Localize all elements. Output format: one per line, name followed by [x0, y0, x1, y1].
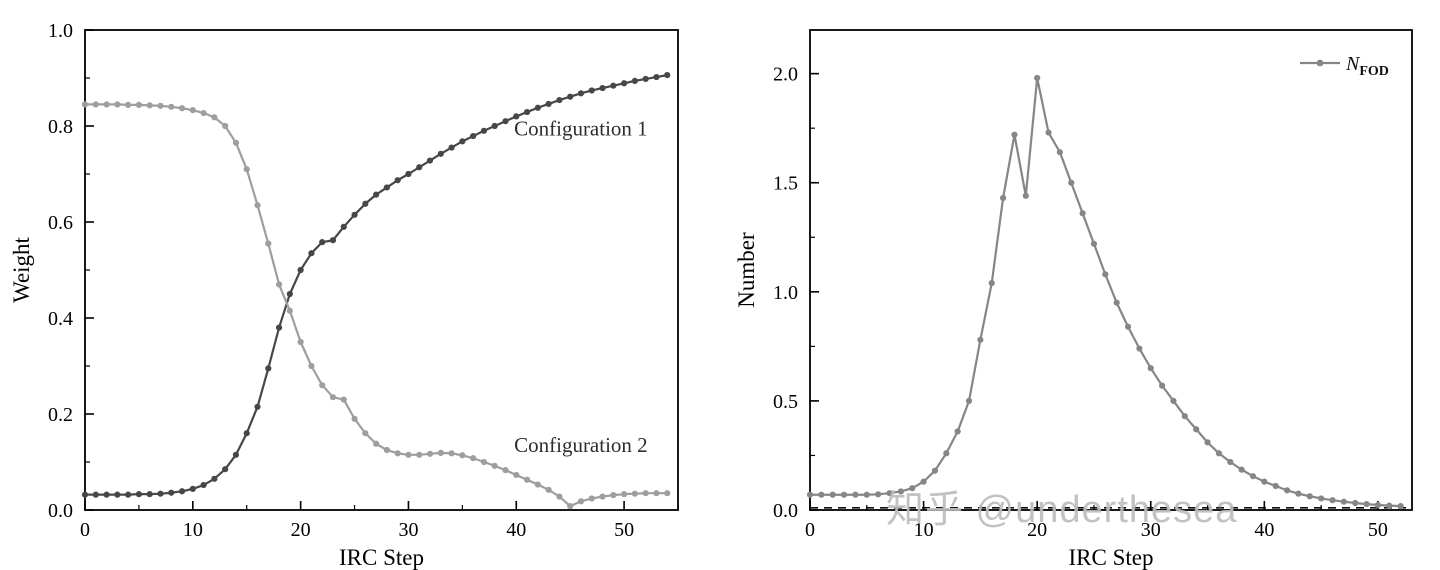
- y-tick-label: 0.0: [773, 500, 798, 522]
- x-tick-label: 30: [398, 519, 418, 541]
- y-tick-label: 1.0: [773, 282, 798, 304]
- x-tick-label: 40: [1254, 519, 1274, 541]
- series-configuration-2: [81, 101, 671, 510]
- plot-frame: [809, 29, 1413, 511]
- axis-ticks: [84, 29, 679, 511]
- series-n-fod: [806, 74, 1404, 510]
- x-axis-title: IRC Step: [339, 545, 424, 570]
- legend: NFOD: [1300, 53, 1389, 79]
- weight-chart: 0 10 20 30 40 50 0.0 0.2 0.4 0.6 0.8 1.0 IRC Step Wei…: [9, 20, 679, 570]
- annotation: Configuration 1: [514, 116, 648, 140]
- axis-ticks: [809, 72, 1379, 511]
- x-axis-title: IRC Step: [1069, 545, 1154, 570]
- series-configuration-1: [81, 72, 671, 498]
- x-tick-label: 0: [805, 519, 815, 541]
- y-tick-label: 0.8: [48, 116, 73, 138]
- y-tick-label: 1.0: [48, 20, 73, 42]
- x-tick-label: 50: [1368, 519, 1388, 541]
- y-tick-label: 0.0: [48, 500, 73, 522]
- x-tick-label: 20: [291, 519, 311, 541]
- y-tick-label: 2.0: [773, 64, 798, 86]
- y-tick-label: 0.5: [773, 391, 798, 413]
- x-tick-label: 20: [1027, 519, 1047, 541]
- y-tick-label: 0.2: [48, 404, 73, 426]
- y-axis-title: Weight: [9, 236, 34, 302]
- nfod-chart-svg: 0 10 20 30 40 50 0.0 0.5 1.0 1.5 2.0 IRC Step Number…: [734, 29, 1413, 570]
- annotation: Configuration 2: [514, 433, 648, 457]
- x-tick-label: 30: [1141, 519, 1161, 541]
- x-tick-label: 50: [614, 519, 634, 541]
- y-axis-title: Number: [734, 232, 759, 308]
- y-tick-label: 0.4: [48, 308, 73, 330]
- x-tick-label: 40: [506, 519, 526, 541]
- y-tick-label: 0.6: [48, 212, 73, 234]
- x-tick-label: 10: [183, 519, 203, 541]
- nfod-chart: 0 10 20 30 40 50 0.0 0.5 1.0 1.5 2.0 IRC Step Number…: [720, 0, 1440, 570]
- x-tick-label: 0: [80, 519, 90, 541]
- y-tick-label: 1.5: [773, 173, 798, 195]
- weight-chart-svg: 0 10 20 30 40 50 0.0 0.2 0.4 0.6 0.8 1.0 IRC Step Wei…: [9, 20, 679, 570]
- legend-marker: [1316, 59, 1324, 67]
- x-tick-label: 10: [914, 519, 934, 541]
- legend-label: NFOD: [1345, 53, 1389, 79]
